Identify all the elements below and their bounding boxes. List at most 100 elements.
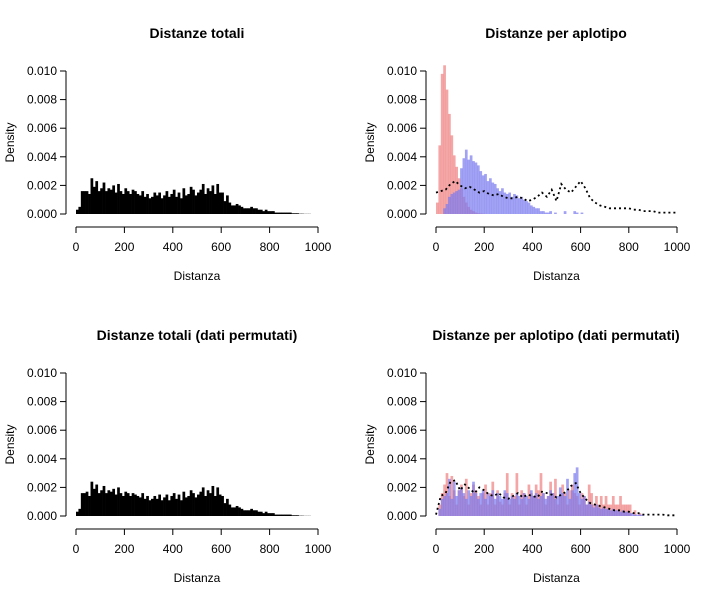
- histogram-bar: [216, 487, 220, 516]
- histogram-bar: [286, 212, 290, 214]
- histogram-bar: [153, 495, 157, 516]
- histogram-bar: [175, 196, 178, 214]
- histogram-bar: [274, 514, 278, 516]
- histogram-bar: [508, 498, 512, 516]
- histogram-bar: [276, 212, 280, 214]
- histogram-bar: [291, 515, 295, 516]
- histogram-bar: [484, 173, 487, 214]
- histogram-bar: [182, 491, 186, 516]
- y-tick-label: 0.000: [387, 207, 417, 221]
- y-axis-label: Density: [3, 122, 17, 162]
- histogram-bar: [92, 488, 96, 516]
- histogram-bar: [245, 208, 249, 214]
- histogram-bar: [633, 514, 637, 516]
- histogram-bar: [563, 495, 567, 516]
- histogram-bar: [462, 493, 466, 516]
- histogram-bar: [501, 498, 504, 516]
- histogram-bar: [638, 514, 642, 516]
- histogram-bar: [546, 212, 550, 214]
- y-tick-label: 0.010: [27, 64, 57, 78]
- histogram-bar: [88, 193, 91, 214]
- histogram-bar: [218, 494, 222, 516]
- histogram-bar: [443, 495, 446, 516]
- histogram-bar: [464, 498, 468, 516]
- histogram-bar: [114, 494, 118, 516]
- x-tick-label: 400: [522, 240, 542, 254]
- histogram-bar: [151, 196, 154, 214]
- panel-4: Distanze per aplotipo (dati permutati) 0 2…: [363, 327, 691, 585]
- histogram-bar: [539, 473, 543, 516]
- histogram-bar: [78, 206, 82, 214]
- histogram-bar: [119, 191, 123, 214]
- histogram-bar: [443, 65, 446, 214]
- histogram-bar: [284, 212, 287, 214]
- histogram-bar: [542, 211, 545, 214]
- histogram-bar: [623, 511, 627, 516]
- histogram-bar: [267, 211, 270, 214]
- histogram-bar: [199, 491, 203, 516]
- y-tick-label: 0.010: [387, 64, 417, 78]
- histogram-bar: [549, 211, 552, 214]
- histogram-bar: [510, 196, 514, 214]
- histogram-bar: [628, 513, 632, 516]
- histogram-bar: [88, 495, 91, 516]
- histogram-bar: [213, 495, 217, 516]
- histogram-bar: [177, 192, 181, 214]
- histogram-bar: [286, 514, 290, 516]
- histogram-bar: [631, 513, 634, 516]
- histogram-bar: [288, 514, 292, 516]
- histogram-bar: [245, 510, 249, 516]
- histogram-bar: [549, 490, 552, 516]
- histogram-bar: [529, 490, 533, 516]
- density-line: [435, 479, 677, 517]
- y-tick-label: 0.002: [387, 178, 417, 192]
- x-tick-label: 0: [433, 542, 440, 556]
- histogram-bar: [255, 510, 258, 516]
- histogram-bar: [206, 188, 210, 214]
- histogram-bar: [155, 195, 159, 214]
- histogram-bar: [436, 202, 439, 214]
- histogram-bar: [517, 198, 521, 214]
- histogram-bar: [474, 162, 478, 214]
- histogram-bar: [153, 192, 157, 214]
- histogram-bar: [211, 185, 215, 214]
- histogram-bar: [114, 192, 118, 214]
- histogram-bar: [293, 515, 297, 516]
- x-tick-label: 200: [474, 542, 494, 556]
- histogram-bar: [112, 185, 116, 214]
- y-tick-label: 0.002: [387, 480, 417, 494]
- histogram-bar: [496, 188, 499, 214]
- histogram-bar: [264, 511, 268, 516]
- histogram-bar: [105, 493, 108, 516]
- panel-2: Distanze per aplotipo 0 200 400 600 800 1000 Di…: [363, 25, 691, 283]
- x-tick-label: 800: [260, 240, 280, 254]
- histogram-bar: [117, 183, 120, 214]
- histogram-bar: [281, 212, 285, 214]
- histogram-bar: [141, 191, 145, 214]
- histogram-bar: [628, 504, 632, 516]
- histogram-bar: [80, 191, 84, 214]
- y-tick-label: 0.010: [387, 366, 417, 380]
- histogram-bar: [452, 192, 456, 214]
- histogram-bar: [546, 495, 550, 516]
- histogram-bar: [259, 511, 263, 516]
- histogram-bar: [279, 212, 282, 214]
- histogram-bar: [233, 507, 237, 516]
- histogram-bar: [267, 513, 270, 516]
- histogram-bar: [252, 208, 256, 214]
- histogram-bar: [272, 513, 275, 516]
- x-tick-label: 800: [619, 542, 639, 556]
- histogram-bar: [609, 510, 613, 516]
- histogram-bar: [172, 189, 176, 214]
- histogram-bar: [566, 478, 569, 516]
- series-3: [435, 479, 677, 517]
- series-1: [76, 178, 312, 214]
- histogram-bar: [209, 191, 212, 214]
- histogram-bar: [573, 211, 577, 214]
- histogram-bar: [537, 498, 540, 516]
- histogram-bar: [580, 498, 584, 516]
- histogram-bar: [184, 195, 188, 214]
- histogram-bar: [160, 500, 164, 516]
- histogram-bar: [107, 490, 111, 516]
- histogram-bar: [97, 191, 101, 214]
